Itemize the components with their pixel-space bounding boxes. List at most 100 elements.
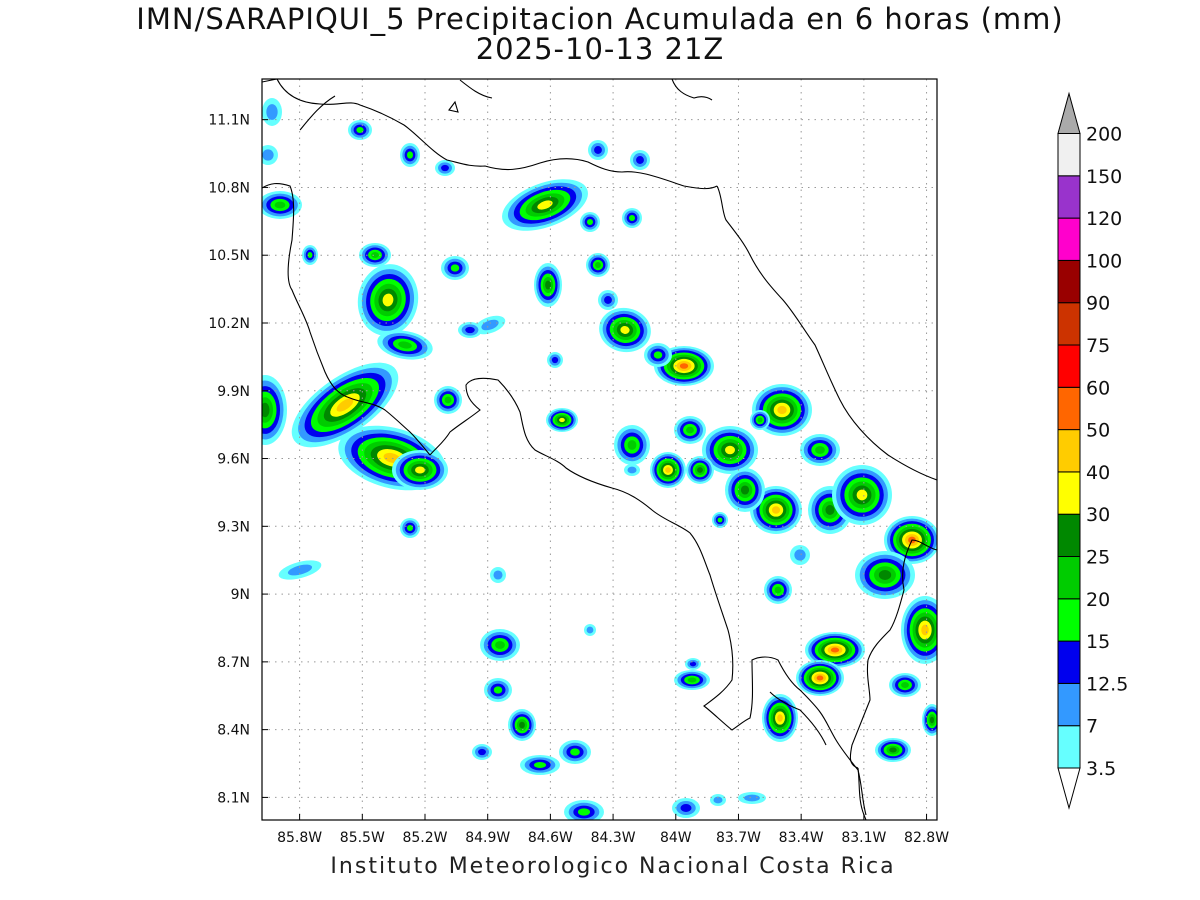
rain-contour xyxy=(398,341,412,349)
colorbar-segment xyxy=(1057,344,1081,388)
rain-cell xyxy=(764,576,792,604)
colorbar-label: 90 xyxy=(1086,293,1110,315)
rain-cell xyxy=(546,408,578,432)
rain-cell xyxy=(586,253,610,277)
colorbar-label: 50 xyxy=(1086,420,1110,442)
rain-contour xyxy=(577,808,591,816)
rain-contour xyxy=(744,794,760,802)
rain-cell xyxy=(441,256,469,280)
colorbar-segment xyxy=(1057,175,1081,219)
rain-cell xyxy=(435,160,455,176)
rain-cell xyxy=(672,798,700,818)
lat-tick-label: 8.7N xyxy=(217,655,250,671)
colorbar-label: 120 xyxy=(1086,208,1122,230)
rain-cell xyxy=(564,800,604,820)
rain-contour xyxy=(725,445,735,455)
rain-cell xyxy=(400,143,420,167)
rain-cell xyxy=(674,670,710,690)
lon-tick-label: 82.8W xyxy=(904,830,949,846)
rain-cell xyxy=(502,179,588,231)
rain-cell xyxy=(392,450,448,490)
rain-cell xyxy=(796,660,844,696)
rain-cell xyxy=(474,315,506,335)
rain-contour xyxy=(713,796,723,804)
colorbar-label: 75 xyxy=(1086,335,1110,357)
rain-cell xyxy=(650,452,686,488)
rain-cell xyxy=(598,290,618,310)
lon-tick-label: 85.2W xyxy=(402,830,447,846)
colorbar-segment xyxy=(1057,556,1081,600)
rain-cell xyxy=(805,632,865,668)
rain-cell xyxy=(725,468,765,512)
lat-tick-label: 10.5N xyxy=(208,248,250,264)
rain-cell xyxy=(559,740,591,764)
lon-tick-label: 83.4W xyxy=(779,830,824,846)
rain-contour xyxy=(777,714,783,722)
rain-contour xyxy=(594,146,602,154)
colorbar-label: 40 xyxy=(1086,462,1110,484)
lon-tick-label: 85.8W xyxy=(277,830,322,846)
map-frame xyxy=(261,78,938,821)
lat-tick-label: 9N xyxy=(231,587,250,603)
rain-contour xyxy=(382,293,394,307)
rain-cell xyxy=(712,512,728,528)
colorbar: 3.5 7 12.5 15 20 25 30 40 50 60 75 90 100 120 150 200 xyxy=(1057,91,1128,810)
colorbar-segment xyxy=(1057,598,1081,642)
rain-cell xyxy=(278,560,322,580)
rain-cell xyxy=(710,794,726,806)
rain-cell xyxy=(762,694,798,742)
rain-contour xyxy=(689,661,697,667)
rain-contour xyxy=(371,252,379,258)
rain-cell xyxy=(508,709,536,741)
rain-cell xyxy=(534,263,562,307)
rain-cell xyxy=(262,98,282,126)
colorbar-segment xyxy=(1057,133,1081,177)
colorbar-label: 15 xyxy=(1086,631,1110,653)
lon-tick-label: 83.7W xyxy=(716,830,761,846)
rain-contour xyxy=(777,405,787,415)
rain-cell xyxy=(472,744,492,760)
rain-contour xyxy=(559,417,565,423)
colorbar-segment xyxy=(1057,682,1081,727)
lat-tick-label: 8.1N xyxy=(217,790,250,806)
colorbar-label: 12.5 xyxy=(1086,673,1128,695)
rain-contour xyxy=(262,402,270,418)
rain-contour xyxy=(406,151,414,159)
colorbar-label: 200 xyxy=(1086,124,1122,146)
rain-contour xyxy=(929,716,935,724)
rain-cell xyxy=(644,343,672,367)
colorbar-segment xyxy=(1057,471,1081,515)
rain-contour xyxy=(665,467,671,473)
rain-cell xyxy=(262,375,287,445)
rain-contour xyxy=(717,517,723,523)
rain-contour xyxy=(533,761,547,769)
rain-contour xyxy=(287,564,313,576)
rain-cell xyxy=(400,518,420,538)
rain-cell xyxy=(614,425,650,465)
rain-cell xyxy=(738,792,766,804)
rain-cell xyxy=(622,208,642,228)
rain-contour xyxy=(336,398,354,412)
lon-tick-label: 84.9W xyxy=(465,830,510,846)
rain-cell xyxy=(630,150,650,170)
rain-contour xyxy=(740,485,750,495)
rain-contour xyxy=(697,467,703,473)
rain-contour xyxy=(493,686,503,694)
colorbar-segment xyxy=(1057,513,1081,558)
rain-contour xyxy=(570,748,580,756)
rain-cell xyxy=(901,596,937,664)
rain-cell xyxy=(800,434,840,466)
rain-cell xyxy=(832,465,892,525)
rain-contour xyxy=(878,570,892,580)
rain-contour xyxy=(604,296,612,304)
institution-footer: Instituto Meteorologico Nacional Costa R… xyxy=(330,854,896,879)
colorbar-label: 60 xyxy=(1086,377,1110,399)
rain-cell xyxy=(889,673,921,697)
colorbar-label: 30 xyxy=(1086,504,1110,526)
rain-cell xyxy=(484,678,512,702)
rain-contour xyxy=(450,264,460,272)
lon-tick-label: 84.3W xyxy=(591,830,636,846)
rain-contour xyxy=(478,748,486,756)
rain-cell xyxy=(584,624,596,636)
rain-contour xyxy=(444,396,452,404)
